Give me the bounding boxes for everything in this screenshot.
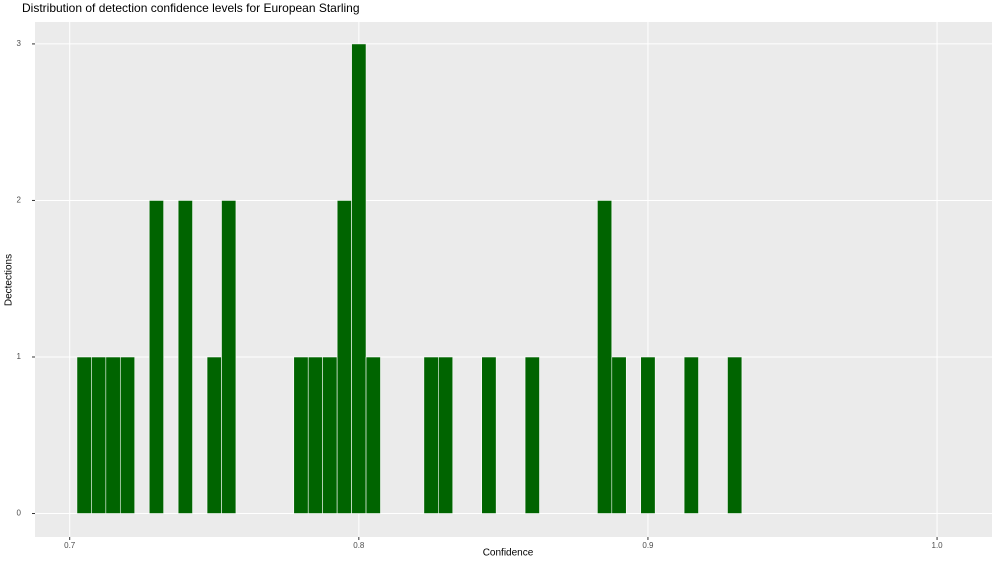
bar <box>76 356 92 514</box>
y-tick-label: 2 <box>17 196 22 205</box>
bar <box>423 356 439 514</box>
bar <box>221 200 237 514</box>
bar <box>640 356 656 514</box>
bar <box>307 356 323 514</box>
bar <box>365 356 381 514</box>
bar <box>177 200 193 514</box>
bar <box>683 356 699 514</box>
x-tick-label: 0.9 <box>642 541 654 550</box>
bar <box>293 356 309 514</box>
bar <box>524 356 540 514</box>
y-tick-label: 3 <box>17 39 22 48</box>
plot-panel <box>35 22 992 537</box>
y-axis-label: Dectections <box>4 254 15 306</box>
bar <box>206 356 222 514</box>
bar <box>611 356 627 514</box>
x-tick-label: 0.8 <box>353 541 365 550</box>
bar <box>91 356 107 514</box>
chart-title: Distribution of detection confidence lev… <box>22 1 360 15</box>
y-tick-label: 0 <box>17 509 22 518</box>
y-tick-label: 1 <box>17 352 22 361</box>
bar <box>336 200 352 514</box>
bar <box>105 356 121 514</box>
x-tick-label: 0.7 <box>64 541 76 550</box>
bar <box>148 200 164 514</box>
bar <box>438 356 454 514</box>
bar <box>119 356 136 514</box>
bar <box>597 200 613 514</box>
x-tick-label: 1.0 <box>932 541 944 550</box>
bar <box>727 356 743 514</box>
bar <box>481 356 497 514</box>
x-axis-label: Confidence <box>483 548 534 559</box>
bar <box>351 43 367 514</box>
bar <box>322 356 338 514</box>
